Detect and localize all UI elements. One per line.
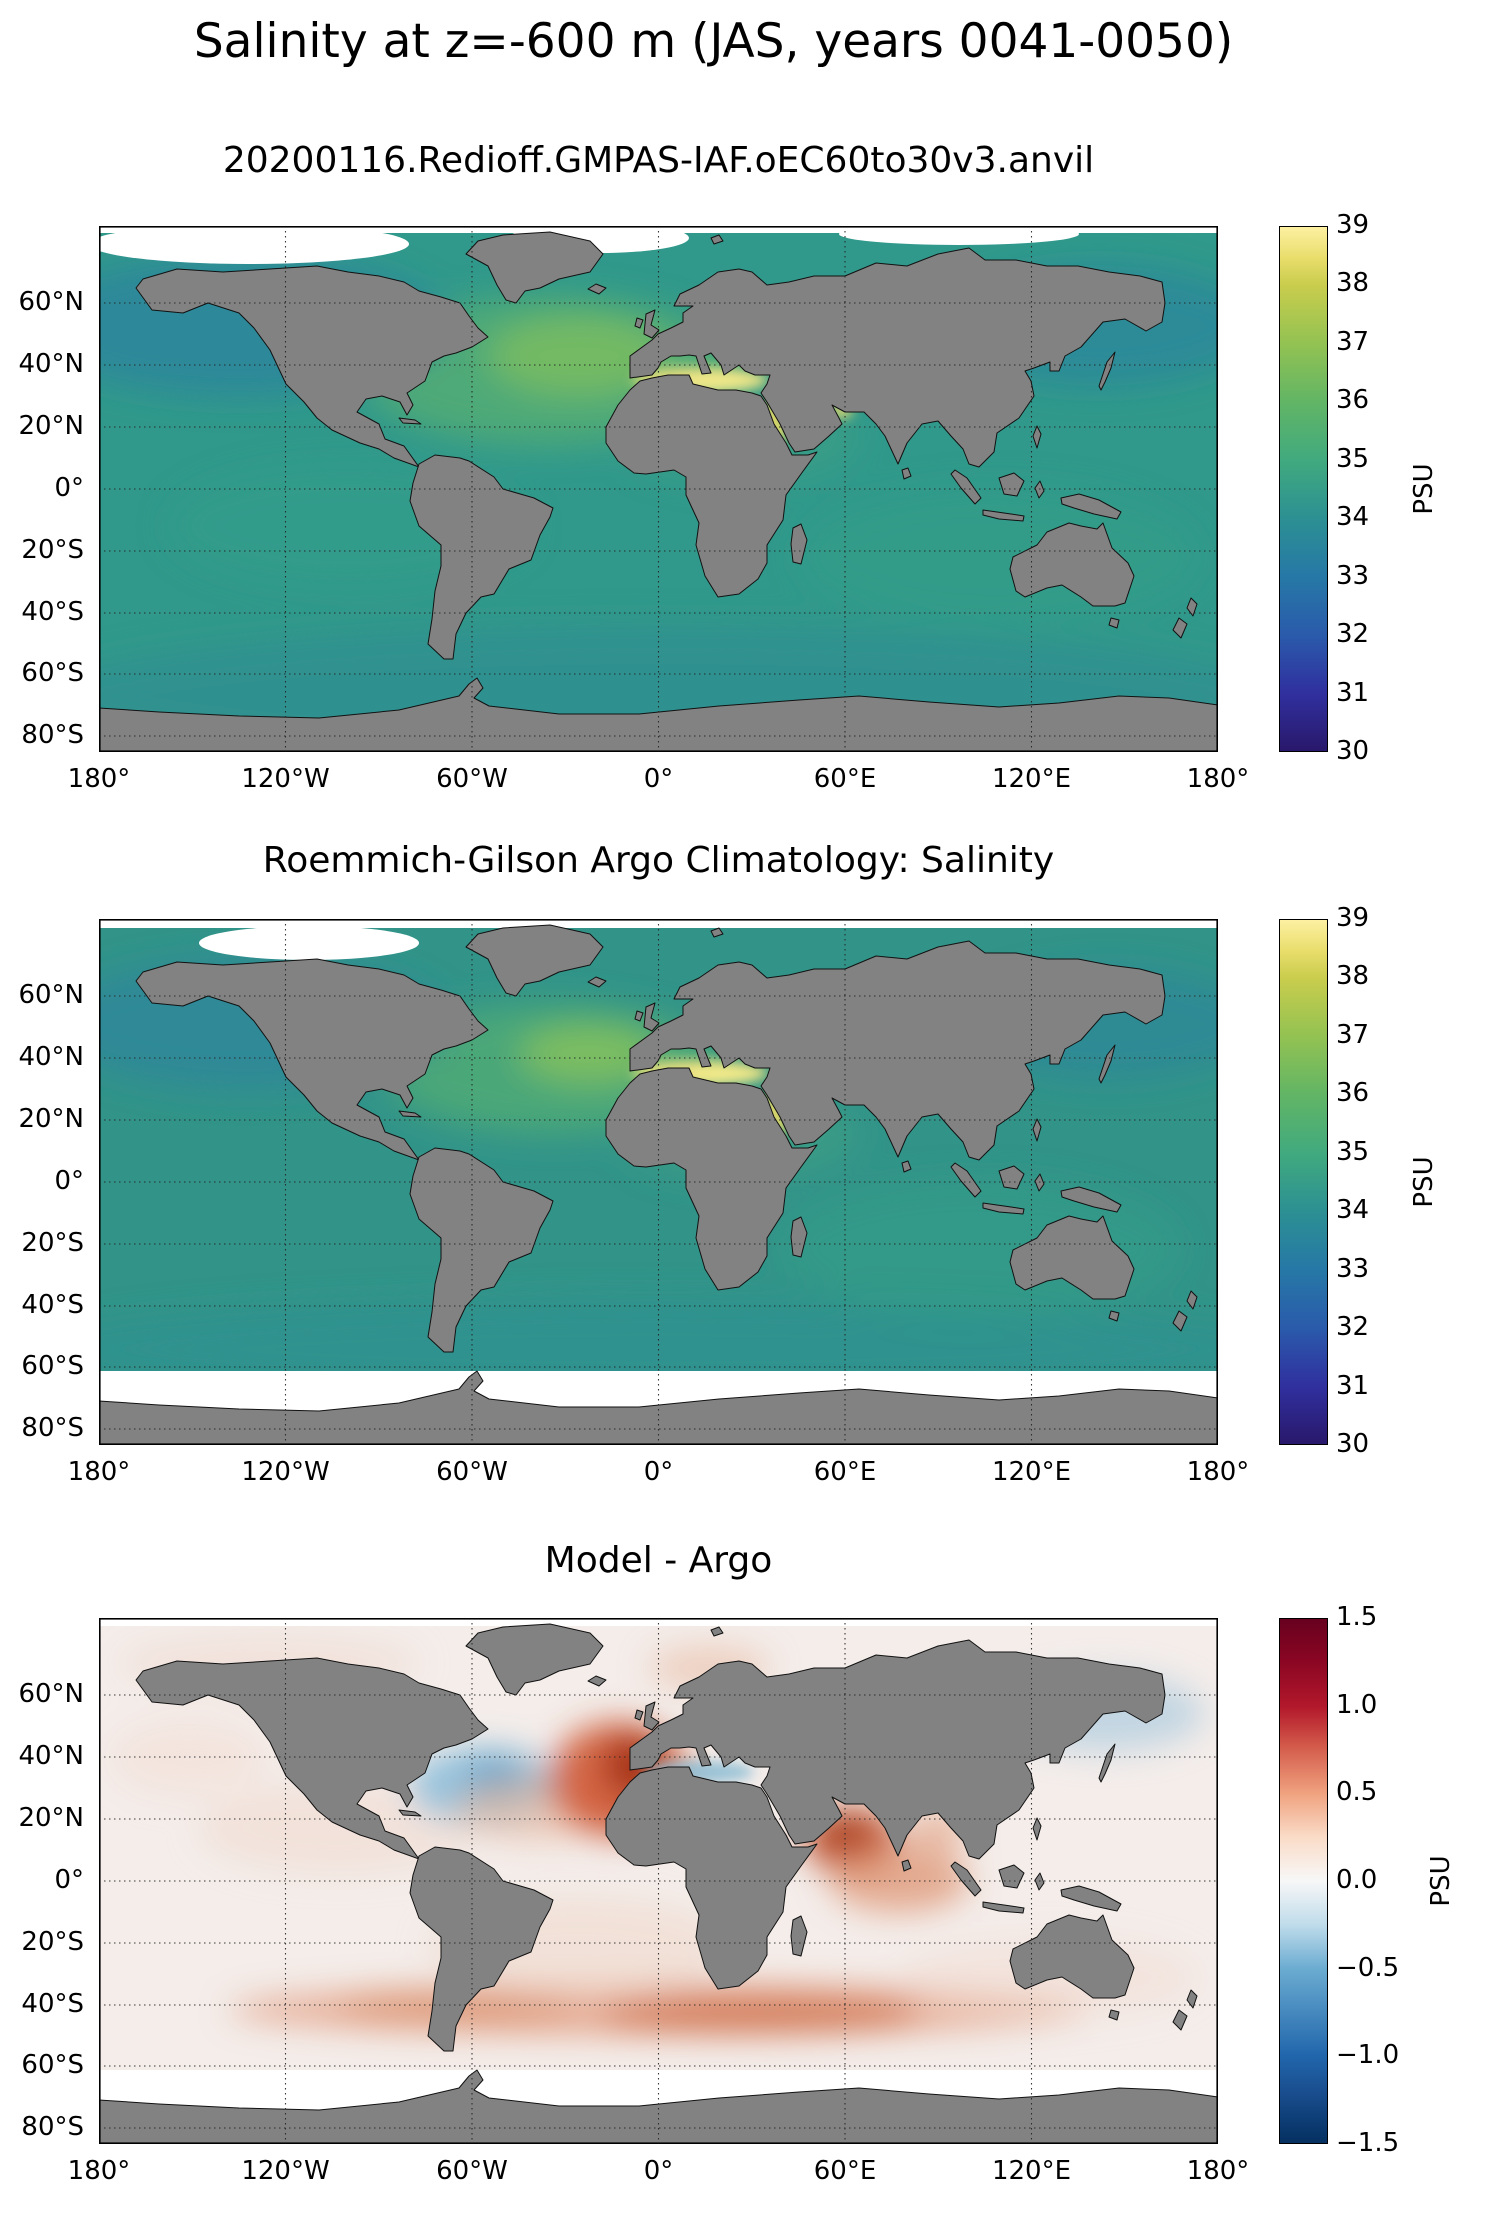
- lat-tick: 60°S: [21, 2050, 84, 2080]
- lon-tick: 60°W: [436, 1457, 508, 1487]
- x-axis-ticks-model: 180° 120°W 60°W 0° 60°E 120°E 180°: [0, 764, 1487, 798]
- lat-tick: 60°N: [18, 287, 84, 317]
- colorbar-unit-label: PSU: [1409, 1156, 1439, 1208]
- lon-tick: 60°W: [436, 2156, 508, 2186]
- cb-tick: 30: [1336, 736, 1370, 766]
- map-model: [99, 226, 1218, 752]
- lon-tick: 120°W: [241, 1457, 330, 1487]
- cb-tick: 31: [1336, 1371, 1370, 1401]
- lon-tick: 60°W: [436, 764, 508, 794]
- colorbar-ticks-argo: 39 38 37 36 35 34 33 32 31 30: [1336, 903, 1446, 1459]
- cb-tick: 38: [1336, 961, 1370, 991]
- colorbar-ticks-model: 39 38 37 36 35 34 33 32 31 30: [1336, 210, 1446, 766]
- world-map-model-svg: [99, 226, 1218, 752]
- lon-tick: 120°E: [991, 1457, 1072, 1487]
- lat-tick: 80°S: [21, 2112, 84, 2142]
- lon-tick: 120°W: [241, 764, 330, 794]
- lon-tick: 180°: [1186, 764, 1250, 794]
- y-axis-ticks-diff: 60°N 40°N 20°N 0° 20°S 40°S 60°S 80°S: [0, 1618, 88, 2144]
- lat-tick: 40°S: [21, 1989, 84, 2019]
- world-map-diff-svg: [99, 1618, 1218, 2144]
- lat-tick: 60°S: [21, 658, 84, 688]
- colorbar-unit-label: PSU: [1426, 1855, 1456, 1907]
- lat-tick: 60°N: [18, 980, 84, 1010]
- cb-tick: 35: [1336, 1137, 1370, 1167]
- lon-tick: 120°W: [241, 2156, 330, 2186]
- cb-tick: 36: [1336, 1078, 1370, 1108]
- panel-title-argo: Roemmich-Gilson Argo Climatology: Salini…: [262, 840, 1055, 881]
- cb-tick: −1.0: [1336, 2040, 1400, 2070]
- lat-tick: 20°S: [21, 535, 84, 565]
- lat-tick: 20°S: [21, 1927, 84, 1957]
- cb-tick: 32: [1336, 1312, 1370, 1342]
- lat-tick: 0°: [54, 1166, 84, 1196]
- lon-tick: 60°E: [813, 2156, 877, 2186]
- lon-tick: 180°: [67, 1457, 131, 1487]
- cb-tick: −0.5: [1336, 1953, 1400, 1983]
- colorbar-ticks-diff: 1.5 1.0 0.5 0.0 −0.5 −1.0 −1.5: [1336, 1602, 1446, 2158]
- lat-tick: 20°N: [18, 411, 84, 441]
- panel-title-model: 20200116.Redioff.GMPAS-IAF.oEC60to30v3.a…: [222, 140, 1095, 181]
- lat-tick: 0°: [54, 1865, 84, 1895]
- lat-tick: 40°S: [21, 1290, 84, 1320]
- cb-tick: 1.5: [1336, 1602, 1378, 1632]
- lat-tick: 40°N: [18, 1042, 84, 1072]
- lat-tick: 40°S: [21, 597, 84, 627]
- cb-tick: 38: [1336, 268, 1370, 298]
- cb-tick: 39: [1336, 903, 1370, 933]
- lat-tick: 80°S: [21, 720, 84, 750]
- lat-tick: 40°N: [18, 349, 84, 379]
- cb-tick: 39: [1336, 210, 1370, 240]
- lat-tick: 20°S: [21, 1228, 84, 1258]
- lon-tick: 120°E: [991, 2156, 1072, 2186]
- lat-tick: 40°N: [18, 1741, 84, 1771]
- cb-tick: 33: [1336, 1254, 1370, 1284]
- cb-tick: −1.5: [1336, 2128, 1400, 2158]
- cb-tick: 35: [1336, 444, 1370, 474]
- lon-tick: 180°: [1186, 2156, 1250, 2186]
- cb-tick: 0.0: [1336, 1865, 1378, 1895]
- lon-tick: 180°: [1186, 1457, 1250, 1487]
- lat-tick: 60°S: [21, 1351, 84, 1381]
- lon-tick: 0°: [643, 764, 674, 794]
- x-axis-ticks-diff: 180° 120°W 60°W 0° 60°E 120°E 180°: [0, 2156, 1487, 2190]
- cb-tick: 33: [1336, 561, 1370, 591]
- lon-tick: 120°E: [991, 764, 1072, 794]
- lat-tick: 20°N: [18, 1104, 84, 1134]
- lat-tick: 60°N: [18, 1679, 84, 1709]
- map-argo: [99, 919, 1218, 1445]
- lon-tick: 60°E: [813, 764, 877, 794]
- cb-tick: 1.0: [1336, 1690, 1378, 1720]
- y-axis-ticks-argo: 60°N 40°N 20°N 0° 20°S 40°S 60°S 80°S: [0, 919, 88, 1445]
- figure-title: Salinity at z=-600 m (JAS, years 0041-00…: [193, 14, 1234, 69]
- cb-tick: 31: [1336, 678, 1370, 708]
- lat-tick: 20°N: [18, 1803, 84, 1833]
- cb-tick: 32: [1336, 619, 1370, 649]
- panel-title-diff: Model - Argo: [544, 1540, 773, 1581]
- lon-tick: 180°: [67, 2156, 131, 2186]
- colorbar-diff: [1279, 1618, 1328, 2144]
- colorbar-unit-label: PSU: [1409, 463, 1439, 515]
- cb-tick: 34: [1336, 1195, 1370, 1225]
- cb-tick: 0.5: [1336, 1777, 1378, 1807]
- lon-tick: 180°: [67, 764, 131, 794]
- cb-tick: 37: [1336, 1020, 1370, 1050]
- lat-tick: 80°S: [21, 1413, 84, 1443]
- cb-tick: 36: [1336, 385, 1370, 415]
- colorbar-argo: [1279, 919, 1328, 1445]
- cb-tick: 37: [1336, 327, 1370, 357]
- map-diff: [99, 1618, 1218, 2144]
- lon-tick: 0°: [643, 1457, 674, 1487]
- lat-tick: 0°: [54, 473, 84, 503]
- lon-tick: 0°: [643, 2156, 674, 2186]
- x-axis-ticks-argo: 180° 120°W 60°W 0° 60°E 120°E 180°: [0, 1457, 1487, 1491]
- cb-tick: 34: [1336, 502, 1370, 532]
- cb-tick: 30: [1336, 1429, 1370, 1459]
- lon-tick: 60°E: [813, 1457, 877, 1487]
- y-axis-ticks-model: 60°N 40°N 20°N 0° 20°S 40°S 60°S 80°S: [0, 226, 88, 752]
- colorbar-model: [1279, 226, 1328, 752]
- world-map-argo-svg: [99, 919, 1218, 1445]
